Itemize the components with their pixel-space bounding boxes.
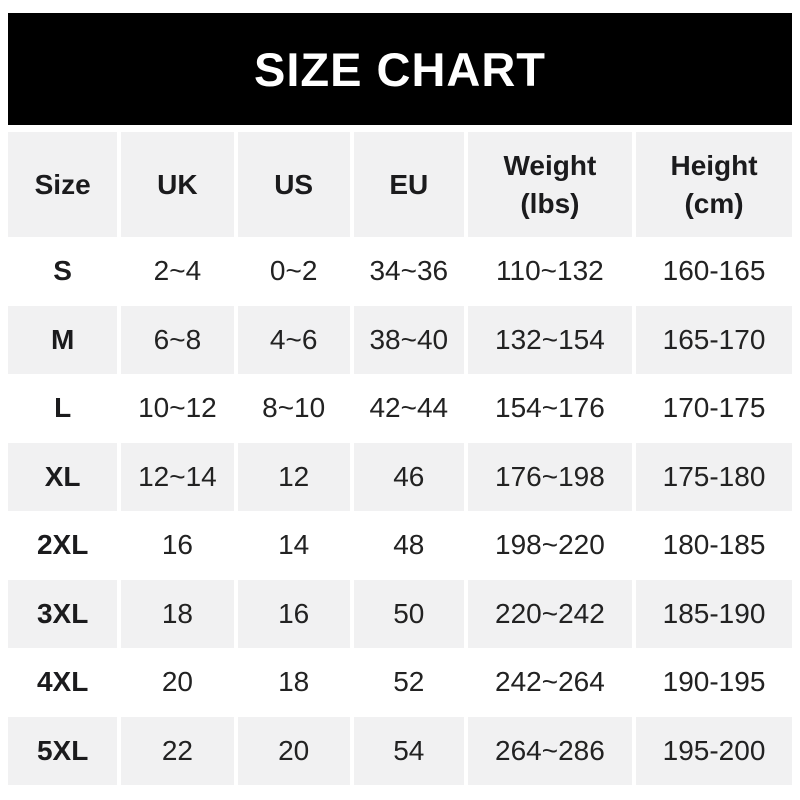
table-cell: 242~264	[463, 648, 635, 717]
table-cell: 170-175	[632, 374, 792, 443]
table-row: 5XL 22 20 54 264~286 195-200	[8, 716, 792, 785]
table-row: 4XL 20 18 52 242~264 190-195	[8, 648, 792, 717]
size-label-cell: 2XL	[8, 511, 120, 580]
size-table: Size UK US EU Weight (lbs) Height (cm) S 2~4 0~…	[8, 132, 792, 785]
table-body: S 2~4 0~2 34~36 110~132 160-165 M 6~8 4~6 38~40 13…	[8, 237, 792, 785]
size-label-cell: S	[8, 237, 120, 306]
table-cell: 185-190	[632, 579, 792, 648]
table-cell: 264~286	[463, 716, 635, 785]
size-label-cell: XL	[8, 442, 120, 511]
table-cell: 4~6	[233, 305, 352, 374]
table-cell: 154~176	[463, 374, 635, 443]
table-cell: 16	[233, 579, 352, 648]
size-label-cell: 4XL	[8, 648, 120, 717]
size-chart-banner: SIZE CHART	[8, 13, 792, 125]
table-header-row: Size UK US EU Weight (lbs) Height (cm)	[8, 132, 792, 237]
table-row: L 10~12 8~10 42~44 154~176 170-175	[8, 374, 792, 443]
table-cell: 195-200	[632, 716, 792, 785]
table-cell: 46	[349, 442, 466, 511]
table-cell: 190-195	[632, 648, 792, 717]
table-cell: 34~36	[349, 237, 466, 306]
table-cell: 52	[349, 648, 466, 717]
column-header: US	[233, 132, 352, 237]
column-header: UK	[117, 132, 236, 237]
table-cell: 20	[117, 648, 236, 717]
table-row: S 2~4 0~2 34~36 110~132 160-165	[8, 237, 792, 306]
table-row: 3XL 18 16 50 220~242 185-190	[8, 579, 792, 648]
table-cell: 175-180	[632, 442, 792, 511]
table-cell: 16	[117, 511, 236, 580]
table-cell: 160-165	[632, 237, 792, 306]
table-cell: 48	[349, 511, 466, 580]
size-label-cell: 5XL	[8, 716, 120, 785]
size-label-cell: M	[8, 305, 120, 374]
table-cell: 12	[233, 442, 352, 511]
table-row: M 6~8 4~6 38~40 132~154 165-170	[8, 305, 792, 374]
table-head: Size UK US EU Weight (lbs) Height (cm)	[8, 132, 792, 237]
column-header: Size	[8, 132, 120, 237]
table-cell: 8~10	[233, 374, 352, 443]
table-cell: 10~12	[117, 374, 236, 443]
table-cell: 220~242	[463, 579, 635, 648]
table-cell: 176~198	[463, 442, 635, 511]
table-cell: 12~14	[117, 442, 236, 511]
table-cell: 198~220	[463, 511, 635, 580]
table-cell: 38~40	[349, 305, 466, 374]
table-cell: 0~2	[233, 237, 352, 306]
table-cell: 2~4	[117, 237, 236, 306]
table-cell: 42~44	[349, 374, 466, 443]
table-cell: 20	[233, 716, 352, 785]
table-cell: 6~8	[117, 305, 236, 374]
table-cell: 165-170	[632, 305, 792, 374]
table-cell: 50	[349, 579, 466, 648]
table-cell: 132~154	[463, 305, 635, 374]
table-cell: 18	[117, 579, 236, 648]
size-label-cell: 3XL	[8, 579, 120, 648]
column-header: Weight (lbs)	[463, 132, 635, 237]
table-cell: 14	[233, 511, 352, 580]
table-cell: 18	[233, 648, 352, 717]
table-cell: 180-185	[632, 511, 792, 580]
table-cell: 54	[349, 716, 466, 785]
table-row: 2XL 16 14 48 198~220 180-185	[8, 511, 792, 580]
page-title: SIZE CHART	[254, 42, 546, 96]
column-header: EU	[349, 132, 466, 237]
table-row: XL 12~14 12 46 176~198 175-180	[8, 442, 792, 511]
column-header: Height (cm)	[632, 132, 792, 237]
size-label-cell: L	[8, 374, 120, 443]
table-cell: 22	[117, 716, 236, 785]
table-cell: 110~132	[463, 237, 635, 306]
